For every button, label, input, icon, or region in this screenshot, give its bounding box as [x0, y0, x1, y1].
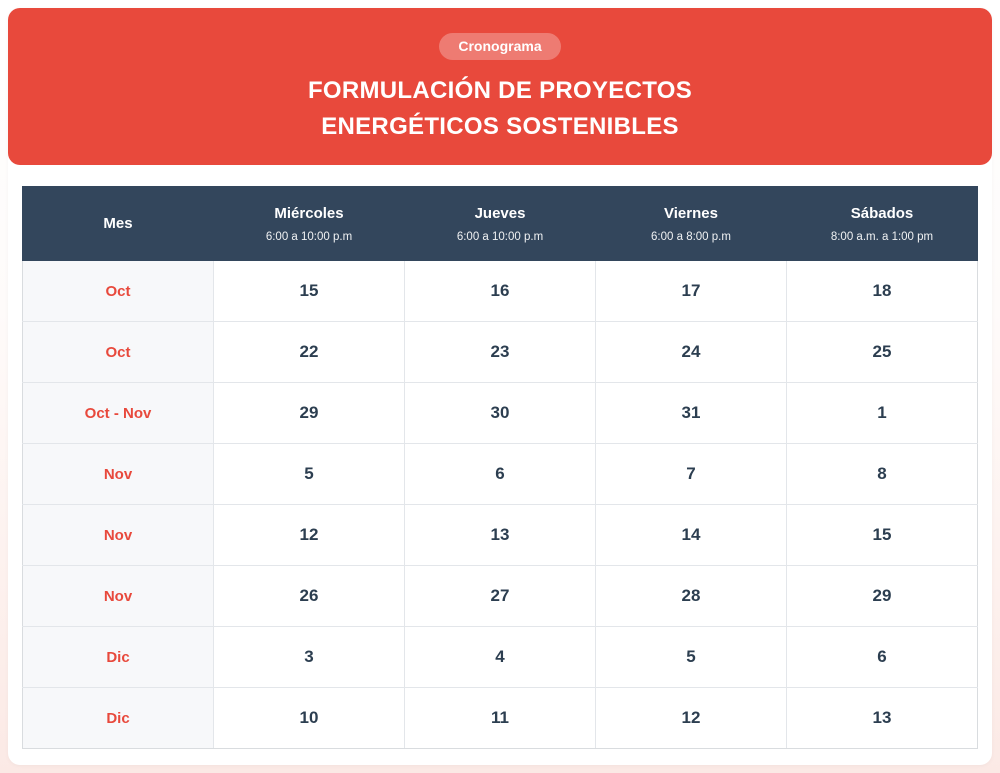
column-header-label: Mes [103, 214, 133, 232]
date-cell: 1 [786, 382, 978, 444]
table-row: Oct 22 23 24 25 [22, 321, 978, 383]
date-cell: 13 [786, 687, 978, 749]
date-cell: 18 [786, 260, 978, 322]
date-cell: 5 [595, 626, 787, 688]
date-cell: 5 [213, 443, 405, 505]
month-cell: Nov [22, 504, 214, 566]
date-cell: 31 [595, 382, 787, 444]
date-cell: 23 [404, 321, 596, 383]
date-cell: 6 [404, 443, 596, 505]
date-cell: 27 [404, 565, 596, 627]
month-cell: Nov [22, 443, 214, 505]
column-header-viernes: Viernes 6:00 a 8:00 p.m [595, 186, 787, 261]
date-cell: 26 [213, 565, 405, 627]
table-header: Mes Miércoles 6:00 a 10:00 p.m Jueves 6:… [22, 186, 978, 261]
table-row: Nov 12 13 14 15 [22, 504, 978, 566]
table-row: Dic 3 4 5 6 [22, 626, 978, 688]
date-cell: 30 [404, 382, 596, 444]
date-cell: 12 [213, 504, 405, 566]
date-cell: 25 [786, 321, 978, 383]
date-cell: 24 [595, 321, 787, 383]
page-title: FORMULACIÓN DE PROYECTOS ENERGÉTICOS SOS… [8, 73, 992, 145]
date-cell: 8 [786, 443, 978, 505]
table-row: Nov 26 27 28 29 [22, 565, 978, 627]
date-cell: 12 [595, 687, 787, 749]
date-cell: 16 [404, 260, 596, 322]
column-header-time: 6:00 a 10:00 p.m [456, 230, 544, 243]
column-header-mes: Mes [22, 186, 214, 261]
column-header-time: 8:00 a.m. a 1:00 pm [830, 230, 934, 243]
column-header-time: 6:00 a 8:00 p.m [651, 230, 731, 243]
date-cell: 3 [213, 626, 405, 688]
date-cell: 17 [595, 260, 787, 322]
date-cell: 6 [786, 626, 978, 688]
date-cell: 14 [595, 504, 787, 566]
table-header-row: Mes Miércoles 6:00 a 10:00 p.m Jueves 6:… [22, 186, 978, 261]
month-cell: Nov [22, 565, 214, 627]
column-header-time: 6:00 a 10:00 p.m [265, 230, 353, 243]
date-cell: 10 [213, 687, 405, 749]
schedule-table-container: Mes Miércoles 6:00 a 10:00 p.m Jueves 6:… [8, 165, 992, 749]
table-body: Oct 15 16 17 18 Oct 22 23 24 25 [22, 260, 978, 749]
column-header-label: Jueves [474, 204, 526, 222]
content-card: Cronograma FORMULACIÓN DE PROYECTOS ENER… [8, 8, 992, 765]
table-row: Dic 10 11 12 13 [22, 687, 978, 749]
date-cell: 13 [404, 504, 596, 566]
page-title-line-2: ENERGÉTICOS SOSTENIBLES [321, 113, 679, 140]
date-cell: 29 [213, 382, 405, 444]
date-cell: 4 [404, 626, 596, 688]
table-row: Oct - Nov 29 30 31 1 [22, 382, 978, 444]
page-title-line-1: FORMULACIÓN DE PROYECTOS [307, 77, 693, 104]
column-header-label: Sábados [850, 204, 914, 222]
date-cell: 15 [786, 504, 978, 566]
schedule-table: Mes Miércoles 6:00 a 10:00 p.m Jueves 6:… [22, 186, 978, 749]
header-banner: Cronograma FORMULACIÓN DE PROYECTOS ENER… [8, 8, 992, 165]
date-cell: 22 [213, 321, 405, 383]
column-header-jueves: Jueves 6:00 a 10:00 p.m [404, 186, 596, 261]
date-cell: 11 [404, 687, 596, 749]
cronograma-badge: Cronograma [439, 33, 561, 60]
month-cell: Oct [22, 260, 214, 322]
date-cell: 28 [595, 565, 787, 627]
column-header-label: Miércoles [274, 204, 344, 222]
month-cell: Oct - Nov [22, 382, 214, 444]
column-header-miercoles: Miércoles 6:00 a 10:00 p.m [213, 186, 405, 261]
month-cell: Oct [22, 321, 214, 383]
date-cell: 7 [595, 443, 787, 505]
table-row: Nov 5 6 7 8 [22, 443, 978, 505]
table-row: Oct 15 16 17 18 [22, 260, 978, 322]
date-cell: 29 [786, 565, 978, 627]
month-cell: Dic [22, 687, 214, 749]
column-header-label: Viernes [664, 204, 718, 222]
column-header-sabados: Sábados 8:00 a.m. a 1:00 pm [786, 186, 978, 261]
date-cell: 15 [213, 260, 405, 322]
month-cell: Dic [22, 626, 214, 688]
